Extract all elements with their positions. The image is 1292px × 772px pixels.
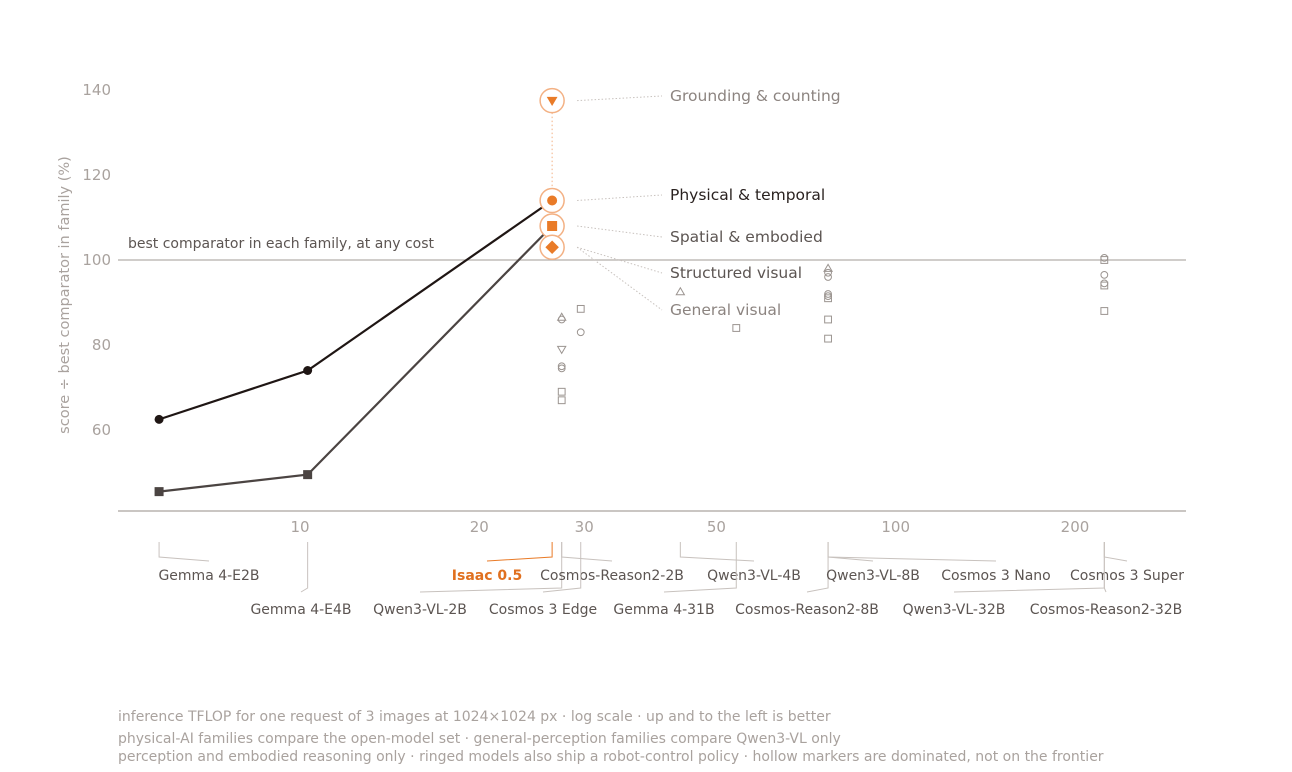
dominated-point xyxy=(1100,256,1109,264)
family-leader-line xyxy=(577,225,663,238)
family-guides xyxy=(551,95,663,311)
dominated-point xyxy=(675,286,686,296)
dominated-point xyxy=(1100,307,1109,315)
y-tick-label: 80 xyxy=(92,336,111,354)
x-tick-label: 200 xyxy=(1061,518,1090,536)
model-leader-line xyxy=(542,542,582,593)
frontier-point xyxy=(303,366,313,375)
model-label: Qwen3-VL-4B xyxy=(707,568,801,584)
dominated-point xyxy=(1100,279,1109,288)
pareto-chart: 10 20 30 50 100 200 60 80 100 120 140 score ÷ best … xyxy=(57,81,1186,618)
model-label: Cosmos-Reason2-8B xyxy=(735,602,879,618)
family-label: Structured visual xyxy=(670,264,802,282)
x-tick-label: 20 xyxy=(470,518,489,536)
dominated-point xyxy=(824,334,832,343)
dominated-point xyxy=(824,294,832,303)
family-leader-line xyxy=(577,95,663,102)
isaac-point xyxy=(545,240,559,254)
model-label: Cosmos 3 Nano xyxy=(941,568,1050,584)
model-label: Gemma 4-31B xyxy=(613,602,714,618)
frontier-line xyxy=(158,225,553,493)
x-tick-label: 50 xyxy=(707,518,726,536)
model-leader-line xyxy=(486,542,553,562)
dominated-point xyxy=(556,345,567,355)
model-leader-line xyxy=(158,542,210,562)
model-leader-line xyxy=(806,542,829,593)
family-label: Grounding & counting xyxy=(670,87,841,105)
dominated-point xyxy=(576,328,585,337)
dominated-point xyxy=(1100,281,1109,290)
model-label: Qwen3-VL-8B xyxy=(826,568,920,584)
model-label: Qwen3-VL-2B xyxy=(373,602,467,618)
dominated-point xyxy=(557,362,566,371)
isaac-point xyxy=(547,221,558,231)
model-leader-line xyxy=(1103,542,1128,562)
reference-line-label: best comparator in each family, at any c… xyxy=(128,236,434,252)
dominated-point xyxy=(824,273,832,281)
model-leader-line xyxy=(663,542,737,593)
model-leader-line xyxy=(953,542,1105,593)
footer-line-1: inference TFLOP for one request of 3 ima… xyxy=(118,709,831,725)
dominated-point xyxy=(556,312,567,321)
isaac-point xyxy=(546,96,558,107)
model-label: Cosmos 3 Edge xyxy=(489,602,597,618)
family-leader-line xyxy=(577,194,663,201)
dominated-point xyxy=(824,290,832,298)
y-tick-label: 100 xyxy=(82,251,111,269)
dominated-point xyxy=(824,268,832,277)
frontier-point xyxy=(154,487,164,497)
frontier-series xyxy=(154,199,553,497)
model-leader-line xyxy=(561,542,613,562)
dominated-point xyxy=(557,396,566,405)
model-label: Cosmos 3 Super xyxy=(1070,568,1184,584)
dominated-point xyxy=(732,324,741,332)
family-leader-line xyxy=(576,246,663,274)
family-labels: Grounding & counting Physical & temporal S… xyxy=(670,87,841,319)
frontier-line xyxy=(158,199,553,421)
dominated-point xyxy=(557,364,566,373)
frontier-point xyxy=(154,414,164,424)
frontier-point xyxy=(303,470,313,480)
family-label: Physical & temporal xyxy=(670,186,825,204)
model-label: Cosmos-Reason2-2B xyxy=(540,568,684,584)
footer-line-3: perception and embodied reasoning only ·… xyxy=(118,749,1104,765)
dominated-point xyxy=(576,304,585,313)
dominated-point xyxy=(824,315,832,324)
isaac-point xyxy=(547,195,558,206)
model-label: Qwen3-VL-32B xyxy=(903,602,1006,618)
model-label: Cosmos-Reason2-32B xyxy=(1030,602,1183,618)
model-leader-line xyxy=(300,542,309,593)
axes: 10 20 30 50 100 200 60 80 100 120 140 score ÷ best … xyxy=(57,81,1186,536)
dominated-point xyxy=(557,315,566,324)
model-label: Gemma 4-E2B xyxy=(158,568,259,584)
y-tick-label: 60 xyxy=(92,421,111,439)
model-leader-line xyxy=(1103,542,1107,593)
dominated-point xyxy=(557,387,566,396)
model-label: Gemma 4-E4B xyxy=(250,602,351,618)
y-tick-label: 120 xyxy=(82,166,111,184)
dominated-points xyxy=(556,253,1109,405)
y-tick-label: 140 xyxy=(82,81,111,99)
family-leader-line xyxy=(576,246,663,311)
model-leader-line xyxy=(679,542,755,562)
model-leader-line xyxy=(419,542,563,593)
footer-line-2: physical-AI families compare the open-mo… xyxy=(118,731,841,747)
isaac-points xyxy=(539,87,565,260)
x-tick-label: 100 xyxy=(881,518,910,536)
dominated-point xyxy=(1100,270,1109,279)
x-tick-label: 10 xyxy=(290,518,309,536)
model-leader-line xyxy=(827,542,997,562)
dominated-point xyxy=(823,263,834,272)
model-label: Isaac 0.5 xyxy=(452,568,522,584)
x-tick-label: 30 xyxy=(575,518,594,536)
family-label: General visual xyxy=(670,301,781,319)
family-label: Spatial & embodied xyxy=(670,228,823,246)
model-labels: Gemma 4-E2B Gemma 4-E4B Isaac 0.5 Qwen3-VL-… xyxy=(158,542,1184,618)
y-axis-label: score ÷ best comparator in family (%) xyxy=(57,156,73,434)
